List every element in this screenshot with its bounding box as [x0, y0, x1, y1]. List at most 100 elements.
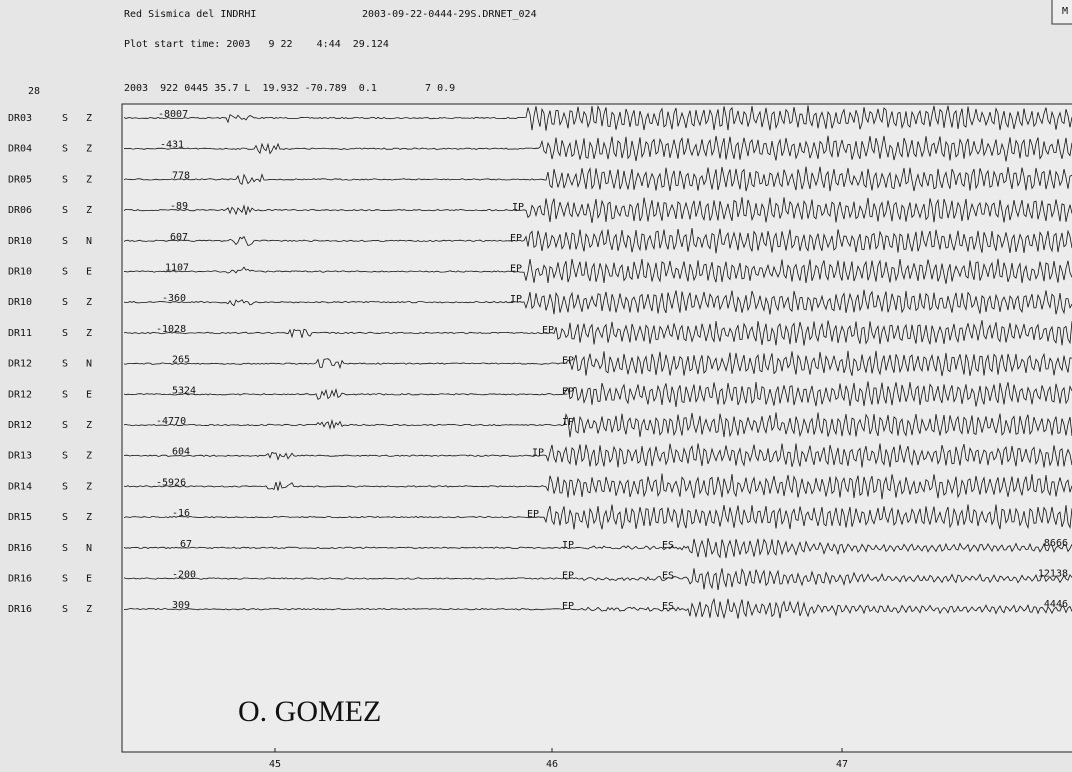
amplitude: 1107 [165, 263, 189, 274]
phase-pick: EP [542, 325, 554, 336]
phase-pick: EP [510, 233, 522, 244]
station: DR11 [8, 328, 32, 339]
waveform [123, 350, 1072, 377]
phase-pick: IP [562, 540, 574, 551]
amplitude: 604 [172, 447, 190, 458]
waveform [123, 504, 1072, 530]
waveform [123, 381, 1072, 408]
station: DR15 [8, 512, 32, 523]
station: DR06 [8, 205, 32, 216]
corner-label: M [1062, 6, 1068, 17]
component: N [86, 359, 92, 370]
waveform [123, 228, 1072, 254]
phase-pick: EP [562, 356, 574, 367]
component: Z [86, 420, 92, 431]
waveform [123, 289, 1072, 315]
station: DR13 [8, 451, 32, 462]
station: DR04 [8, 144, 32, 155]
type: S [62, 328, 68, 339]
type: S [62, 205, 68, 216]
amplitude: -4770 [156, 416, 186, 427]
x-axis-label: 47 [836, 759, 848, 770]
waveform [123, 597, 1072, 620]
component: E [86, 267, 92, 278]
waveform [123, 258, 1072, 284]
component: Z [86, 113, 92, 124]
plot-start: Plot start time: 2003 9 22 4:44 29.124 [124, 39, 389, 50]
type: S [62, 481, 68, 492]
file-name: 2003-09-22-0444-29S.DRNET_024 [362, 9, 537, 20]
waveform [123, 320, 1072, 346]
waveform [123, 135, 1072, 162]
type: S [62, 113, 68, 124]
max-amplitude: 8666 [1044, 538, 1068, 549]
type: S [62, 543, 68, 554]
amplitude: -5926 [156, 477, 186, 488]
waveform [123, 166, 1072, 192]
type: S [62, 359, 68, 370]
component: Z [86, 451, 92, 462]
component: Z [86, 512, 92, 523]
amplitude: -89 [170, 201, 188, 212]
phase-pick: IP [562, 417, 574, 428]
max-amplitude: 4446 [1044, 599, 1068, 610]
component: Z [86, 604, 92, 615]
component: Z [86, 205, 92, 216]
phase-pick: EP [510, 264, 522, 275]
station: DR14 [8, 481, 32, 492]
amplitude: -16 [172, 508, 190, 519]
type: S [62, 267, 68, 278]
amplitude: -360 [162, 293, 186, 304]
x-axis-label: 45 [269, 759, 281, 770]
waveform [123, 197, 1072, 223]
component: Z [86, 174, 92, 185]
max-amplitude: 12138 [1038, 569, 1068, 580]
waveform [123, 412, 1072, 438]
station: DR16 [8, 543, 32, 554]
component: Z [86, 328, 92, 339]
component: N [86, 543, 92, 554]
event-number: 28 [28, 86, 40, 97]
station: DR10 [8, 267, 32, 278]
phase-pick: EP [562, 386, 574, 397]
phase-pick: ES [662, 571, 674, 582]
amplitude: 5324 [172, 385, 196, 396]
station: DR03 [8, 113, 32, 124]
phase-pick: EP [527, 509, 539, 520]
waveform [123, 105, 1072, 131]
phase-pick: IP [512, 202, 524, 213]
amplitude: 778 [172, 170, 190, 181]
phase-pick: ES [662, 601, 674, 612]
type: S [62, 236, 68, 247]
component: Z [86, 144, 92, 155]
component: E [86, 389, 92, 400]
amplitude: 309 [172, 600, 190, 611]
station: DR05 [8, 174, 32, 185]
type: S [62, 604, 68, 615]
phase-pick: ES [662, 540, 674, 551]
waveform [123, 567, 1072, 591]
component: E [86, 574, 92, 585]
component: Z [86, 481, 92, 492]
type: S [62, 420, 68, 431]
waveform [123, 473, 1072, 500]
x-axis-label: 46 [546, 759, 558, 770]
station: DR10 [8, 297, 32, 308]
type: S [62, 144, 68, 155]
phase-pick: EP [562, 601, 574, 612]
station: DR16 [8, 574, 32, 585]
amplitude: -1028 [156, 324, 186, 335]
station: DR10 [8, 236, 32, 247]
amplitude: -8007 [158, 109, 188, 120]
phase-pick: IP [532, 448, 544, 459]
type: S [62, 389, 68, 400]
waveform [123, 538, 1072, 559]
phase-pick: EP [562, 571, 574, 582]
event-line: 2003 922 0445 35.7 L 19.932 -70.789 0.1 … [124, 83, 455, 94]
network: Red Sismica del INDRHI [124, 9, 256, 20]
amplitude: -431 [160, 140, 184, 151]
amplitude: 67 [180, 539, 192, 550]
type: S [62, 574, 68, 585]
component: N [86, 236, 92, 247]
